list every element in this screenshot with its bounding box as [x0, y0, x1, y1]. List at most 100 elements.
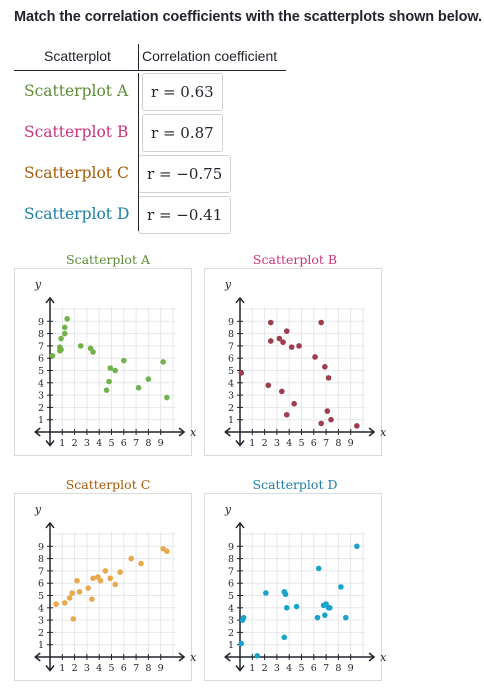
data-point	[324, 408, 331, 414]
y-tick-label: 2	[38, 403, 44, 414]
data-point	[318, 420, 324, 427]
plot-title-c: Scatterplot C	[65, 477, 151, 492]
y-tick-label: 7	[228, 566, 234, 577]
scatterplot-a-label: Scatterplot A	[24, 82, 129, 100]
y-axis-label: y	[34, 503, 42, 516]
data-point	[61, 324, 68, 331]
data-point	[263, 590, 269, 596]
y-tick-label: 6	[228, 579, 234, 590]
data-point	[138, 560, 144, 567]
y-tick-label: 3	[228, 391, 234, 402]
data-point	[279, 388, 285, 395]
x-tick-label: 5	[108, 663, 114, 674]
question-prompt: Match the correlation coefficients with …	[14, 9, 482, 25]
y-tick-label: 1	[38, 415, 44, 426]
x-tick-label: 8	[335, 438, 341, 449]
data-point	[296, 343, 302, 349]
y-tick-label: 4	[38, 603, 44, 614]
y-tick-label: 8	[38, 329, 44, 340]
y-tick-label: 2	[228, 628, 234, 639]
data-point	[326, 605, 333, 611]
plot-frame	[204, 493, 382, 681]
y-tick-label: 6	[228, 354, 234, 365]
data-point	[97, 577, 104, 584]
scatterplot-b-label: Scatterplot B	[24, 123, 129, 141]
y-tick-label: 8	[228, 554, 234, 565]
data-point	[267, 338, 274, 344]
coefficient-card-3[interactable]: r = −0.75	[138, 155, 232, 193]
scatterplot-c-label: Scatterplot C	[24, 164, 129, 182]
coefficient-card-1[interactable]: r = 0.63	[142, 73, 223, 111]
y-axis-label: y	[34, 278, 42, 291]
x-tick-label: 3	[84, 438, 90, 449]
data-point	[342, 614, 349, 621]
plot-title-b: Scatterplot B	[252, 252, 338, 267]
x-axis-arrow-left	[224, 652, 231, 662]
x-tick-label: 7	[133, 438, 139, 449]
y-tick-label: 9	[38, 542, 44, 553]
x-tick-label: 7	[323, 663, 329, 674]
plot-frame	[204, 268, 382, 456]
x-tick-label: 7	[323, 438, 329, 449]
coefficient-card-2[interactable]: r = 0.87	[142, 114, 223, 152]
y-tick-label: 3	[38, 391, 44, 402]
data-point	[90, 575, 96, 582]
data-point	[238, 640, 245, 647]
y-axis-arrow-down	[45, 665, 55, 672]
data-point	[338, 584, 344, 590]
x-tick-label: 9	[158, 438, 164, 449]
x-tick-label: 5	[298, 663, 304, 674]
data-point	[61, 330, 68, 337]
data-point	[314, 614, 321, 621]
data-point	[107, 365, 114, 371]
data-point	[128, 555, 134, 562]
x-tick-label: 6	[311, 438, 317, 449]
data-point	[354, 543, 360, 550]
data-point	[74, 577, 80, 584]
table-column-divider	[138, 73, 139, 231]
data-point	[283, 328, 290, 334]
data-point	[312, 354, 318, 360]
y-axis-arrow-down	[45, 440, 55, 447]
x-tick-label: 8	[335, 663, 341, 674]
data-point	[354, 423, 360, 429]
coefficient-card-4[interactable]: r = −0.41	[138, 196, 232, 234]
data-point	[66, 595, 73, 601]
data-point	[69, 590, 75, 596]
y-tick-label: 8	[228, 329, 234, 340]
y-tick-label: 7	[228, 341, 234, 352]
data-point	[164, 548, 170, 555]
data-point	[103, 387, 110, 393]
y-tick-label: 2	[228, 403, 234, 414]
x-axis-arrow-left	[34, 427, 41, 437]
data-point	[283, 411, 290, 418]
data-point	[315, 565, 322, 572]
header-correlation-coefficient: Correlation coefficient	[142, 48, 278, 64]
data-point	[328, 416, 334, 423]
y-tick-label: 7	[38, 566, 44, 577]
y-axis-arrow	[235, 296, 245, 304]
x-tick-label: 4	[286, 438, 292, 449]
x-tick-label: 3	[274, 663, 280, 674]
x-tick-label: 6	[311, 663, 317, 674]
x-tick-label: 1	[249, 663, 255, 674]
data-point	[85, 585, 91, 591]
data-point	[238, 370, 245, 376]
data-point	[117, 569, 123, 575]
x-tick-label: 9	[348, 438, 354, 449]
data-point	[135, 384, 142, 391]
data-point	[322, 364, 328, 370]
x-tick-label: 2	[72, 438, 78, 449]
x-tick-label: 4	[96, 438, 102, 449]
y-tick-label: 8	[38, 554, 44, 565]
plot-title-a: Scatterplot A	[66, 252, 150, 267]
x-tick-label: 2	[72, 663, 78, 674]
x-tick-label: 3	[274, 438, 280, 449]
x-tick-label: 5	[108, 438, 114, 449]
data-point	[90, 349, 96, 355]
x-tick-label: 9	[158, 663, 164, 674]
data-point	[267, 319, 274, 326]
